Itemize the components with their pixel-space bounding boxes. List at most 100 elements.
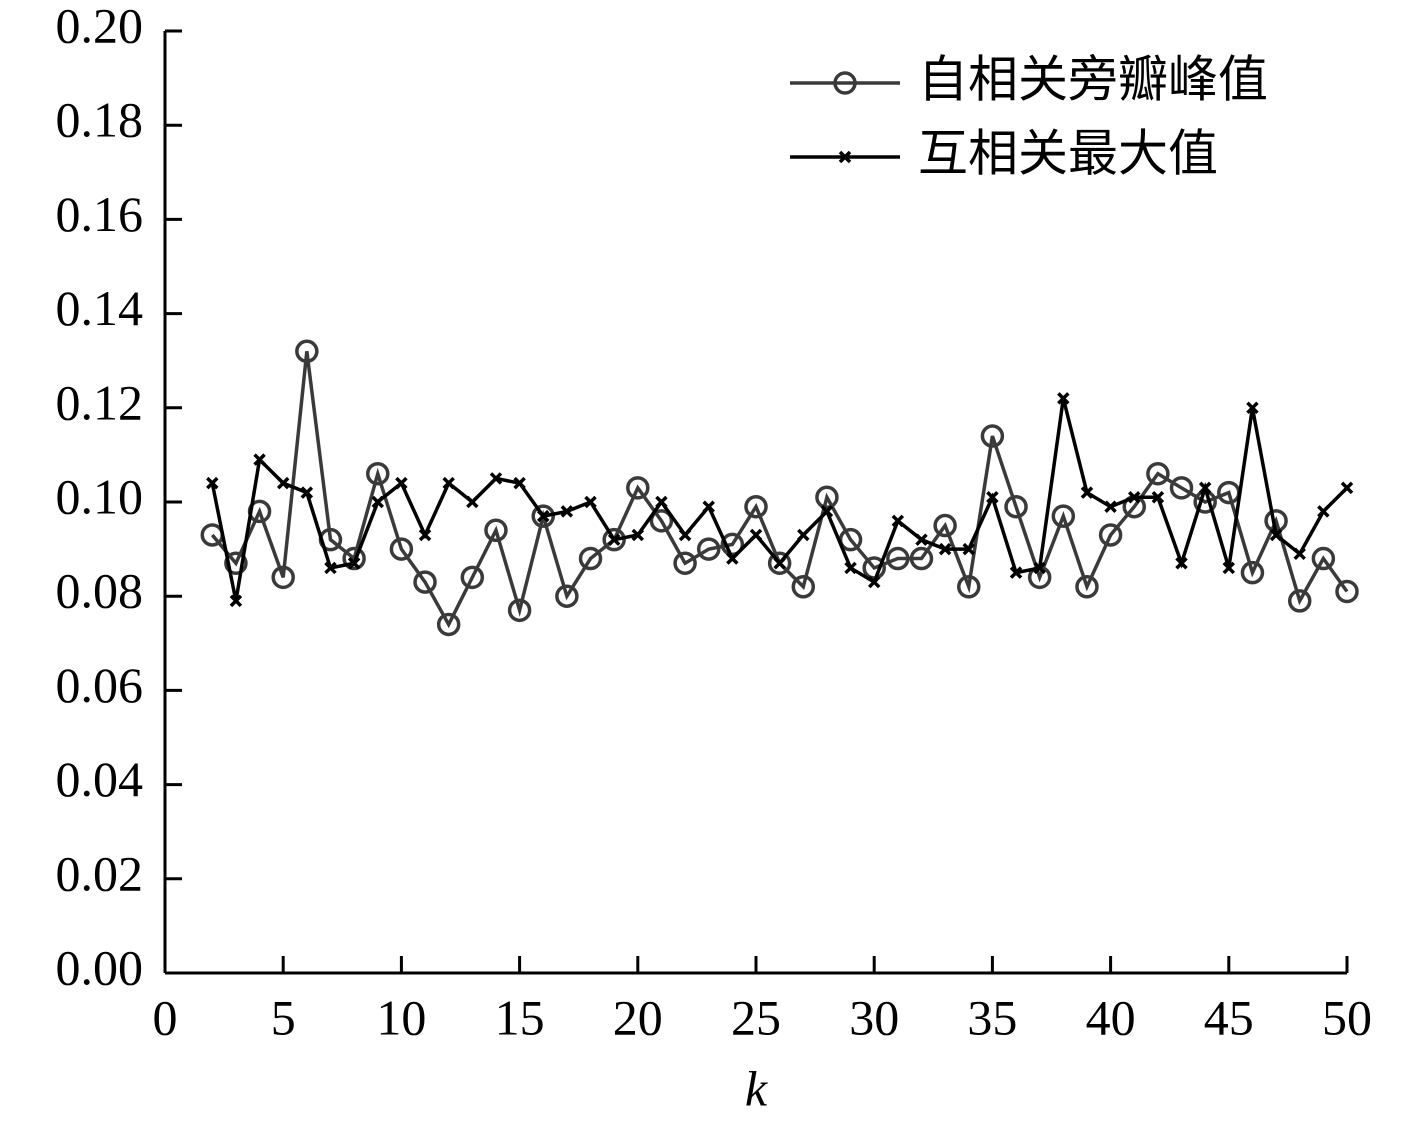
marker	[915, 533, 928, 546]
marker	[1098, 523, 1123, 547]
marker	[626, 476, 650, 500]
marker	[560, 505, 574, 518]
marker	[513, 476, 526, 490]
x-tick-label: 0	[153, 989, 178, 1045]
y-tick-label: 0.08	[56, 563, 144, 619]
marker	[1075, 575, 1099, 599]
marker	[366, 461, 390, 486]
marker	[466, 495, 479, 509]
marker	[957, 575, 981, 599]
y-tick-label: 0.14	[56, 280, 144, 336]
marker	[537, 509, 550, 523]
marker	[484, 518, 508, 543]
marker	[1151, 491, 1165, 504]
marker	[844, 561, 857, 575]
y-tick-label: 0.06	[56, 657, 144, 713]
marker	[1128, 491, 1141, 504]
marker	[324, 561, 337, 575]
marker	[631, 528, 645, 542]
marker	[602, 527, 626, 552]
marker	[555, 584, 579, 608]
x-tick-label: 40	[1086, 989, 1136, 1045]
marker	[276, 476, 290, 490]
marker	[347, 556, 361, 570]
marker	[371, 495, 384, 509]
marker	[584, 495, 597, 509]
legend-label: 自相关旁瓣峰值	[918, 51, 1268, 107]
marker	[886, 546, 910, 571]
marker	[578, 546, 603, 571]
y-tick-label: 0.16	[56, 186, 144, 242]
legend-marker	[838, 150, 852, 164]
y-tick-label: 0.12	[56, 374, 144, 430]
x-tick-label: 5	[271, 989, 296, 1045]
marker	[1175, 556, 1188, 570]
y-tick-label: 0.18	[56, 92, 144, 148]
y-tick-label: 0.00	[56, 939, 144, 995]
marker	[436, 612, 461, 637]
marker	[655, 495, 668, 509]
marker	[1287, 589, 1312, 613]
marker	[1240, 560, 1265, 585]
marker	[820, 505, 834, 518]
marker	[1051, 504, 1076, 528]
marker	[1033, 561, 1046, 575]
marker	[909, 546, 934, 571]
marker	[1146, 461, 1170, 486]
marker	[413, 570, 437, 594]
marker	[271, 565, 295, 590]
marker	[678, 528, 692, 542]
marker	[1009, 566, 1023, 579]
marker	[442, 476, 455, 490]
marker	[791, 575, 816, 599]
y-tick-label: 0.20	[56, 0, 144, 53]
marker	[253, 453, 266, 466]
x-tick-label: 45	[1204, 989, 1254, 1045]
marker	[1269, 528, 1283, 542]
marker	[891, 514, 905, 528]
marker	[460, 565, 485, 590]
marker	[726, 552, 739, 565]
marker	[300, 486, 314, 499]
x-tick-label: 35	[967, 989, 1017, 1045]
marker	[206, 476, 219, 490]
x-tick-label: 15	[495, 989, 545, 1045]
marker	[815, 485, 839, 510]
marker	[489, 472, 503, 485]
y-tick-label: 0.10	[56, 468, 144, 524]
marker	[1293, 547, 1306, 561]
marker	[938, 542, 952, 556]
marker	[933, 513, 957, 538]
x-tick-label: 20	[613, 989, 663, 1045]
y-tick-label: 0.04	[56, 751, 144, 807]
marker	[395, 476, 408, 490]
marker	[980, 424, 1005, 448]
marker	[1198, 481, 1212, 495]
marker	[1057, 392, 1070, 405]
marker	[295, 339, 319, 364]
marker	[1246, 401, 1259, 415]
x-axis-label: k	[745, 1060, 768, 1116]
marker	[797, 528, 810, 542]
marker	[1311, 546, 1336, 571]
series-line	[210, 351, 1349, 629]
x-tick-label: 10	[376, 989, 426, 1045]
legend-marker	[833, 71, 857, 95]
marker	[342, 546, 366, 571]
x-tick-label: 30	[849, 989, 899, 1045]
marker	[649, 509, 674, 533]
marker	[962, 542, 975, 556]
marker	[749, 528, 763, 542]
marker	[607, 533, 621, 546]
marker	[531, 504, 555, 528]
marker	[1340, 481, 1354, 495]
marker	[696, 537, 721, 561]
marker	[702, 500, 715, 513]
marker	[418, 528, 432, 542]
marker	[224, 551, 248, 575]
marker	[1317, 505, 1330, 518]
marker	[507, 598, 532, 623]
marker	[1335, 579, 1359, 604]
legend-label: 互相关最大值	[918, 125, 1218, 181]
